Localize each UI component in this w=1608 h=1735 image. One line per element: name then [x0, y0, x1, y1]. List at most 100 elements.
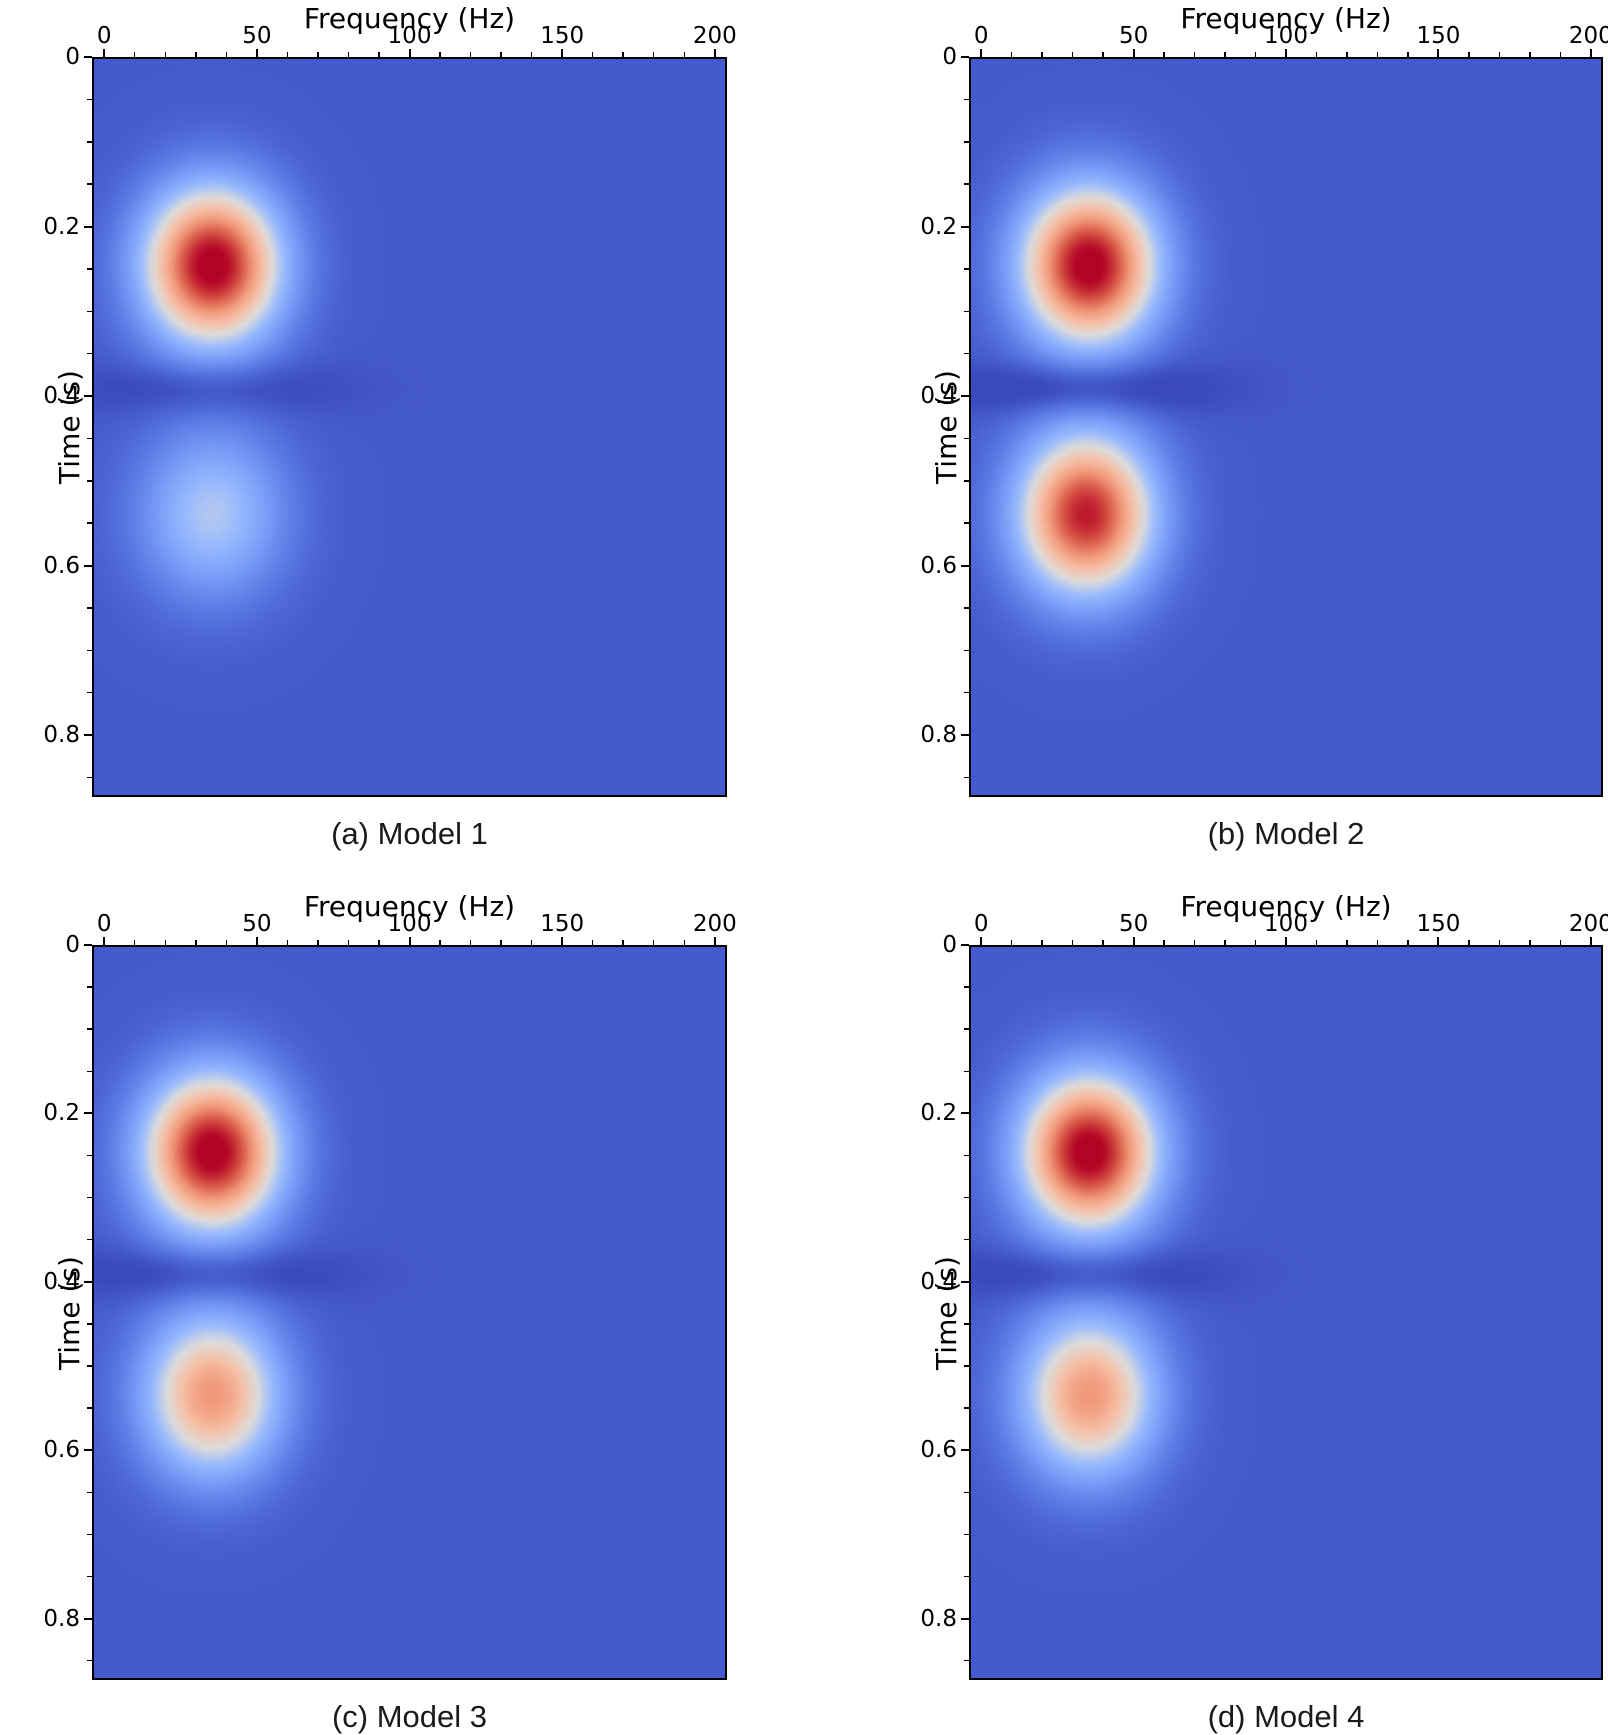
y-axis-title: Time (s)	[930, 1255, 963, 1370]
y-minor-tick	[964, 1028, 969, 1030]
x-major-tick	[1132, 49, 1135, 57]
x-minor-tick	[439, 940, 441, 945]
x-major-tick	[1437, 937, 1440, 945]
y-minor-tick	[964, 268, 969, 270]
x-minor-tick	[195, 52, 197, 57]
y-minor-tick	[87, 1365, 92, 1367]
y-minor-tick	[964, 183, 969, 185]
y-tick-label: 0.6	[43, 1437, 80, 1464]
x-minor-tick	[195, 940, 197, 945]
y-minor-tick	[87, 1575, 92, 1578]
x-major-tick	[408, 49, 411, 57]
x-minor-tick	[530, 940, 533, 945]
x-major-tick	[561, 49, 564, 57]
y-minor-tick	[964, 1533, 969, 1536]
x-minor-tick	[317, 52, 319, 57]
x-minor-tick	[469, 940, 472, 945]
x-minor-tick	[1224, 52, 1226, 57]
x-minor-tick	[1346, 52, 1348, 57]
x-minor-tick	[1102, 52, 1104, 57]
x-minor-tick	[286, 52, 289, 57]
x-minor-tick	[652, 940, 655, 945]
x-minor-tick	[1559, 52, 1562, 57]
y-minor-tick	[964, 98, 969, 101]
x-minor-tick	[1102, 940, 1104, 945]
x-minor-tick	[1041, 940, 1043, 945]
x-minor-tick	[164, 52, 167, 57]
x-minor-tick	[683, 940, 685, 945]
x-minor-tick	[500, 52, 502, 57]
x-major-tick	[1589, 49, 1592, 57]
y-minor-tick	[964, 691, 969, 694]
y-minor-tick	[87, 1533, 92, 1536]
x-minor-tick	[317, 940, 319, 945]
y-minor-tick	[964, 1491, 969, 1493]
x-minor-tick	[1193, 940, 1196, 945]
x-minor-tick	[1010, 52, 1013, 57]
y-major-tick	[961, 1617, 969, 1620]
y-major-tick	[84, 395, 92, 398]
x-minor-tick	[1498, 52, 1501, 57]
x-minor-tick	[1010, 940, 1013, 945]
x-major-tick	[103, 937, 106, 945]
y-minor-tick	[87, 1070, 92, 1073]
x-minor-tick	[1041, 52, 1043, 57]
y-major-tick	[961, 944, 969, 946]
panel-caption-c: (c) Model 3	[331, 1699, 488, 1734]
x-major-tick	[561, 937, 564, 945]
y-minor-tick	[87, 141, 92, 143]
x-major-tick	[713, 937, 716, 945]
x-minor-tick	[469, 52, 472, 57]
x-minor-tick	[652, 52, 655, 57]
y-major-tick	[84, 225, 92, 228]
x-minor-tick	[1254, 52, 1257, 57]
x-major-tick	[1285, 937, 1287, 945]
x-tick-label: 100	[387, 23, 432, 49]
y-minor-tick	[964, 310, 969, 313]
x-tick-label: 150	[1416, 911, 1461, 937]
y-major-tick	[961, 225, 969, 228]
y-tick-label: 0.4	[920, 383, 957, 410]
x-minor-tick	[1193, 52, 1196, 57]
y-tick-label: 0.4	[43, 1268, 80, 1295]
y-minor-tick	[87, 986, 92, 988]
x-tick-label: 50	[242, 911, 272, 937]
x-minor-tick	[1163, 52, 1165, 57]
y-minor-tick	[964, 1575, 969, 1578]
x-minor-tick	[378, 940, 380, 945]
x-tick-label: 100	[1264, 911, 1308, 937]
x-minor-tick	[1529, 940, 1531, 945]
y-major-tick	[961, 56, 969, 58]
y-major-tick	[84, 734, 92, 737]
y-tick-label: 0.2	[43, 213, 80, 240]
y-tick-label: 0	[65, 932, 80, 958]
x-axis-title: Frequency (Hz)	[1180, 2, 1392, 35]
x-tick-label: 0	[96, 23, 112, 49]
x-minor-tick	[530, 52, 533, 57]
y-tick-label: 0	[942, 44, 957, 70]
y-tick-label: 0.8	[920, 1605, 957, 1632]
y-minor-tick	[964, 437, 969, 440]
y-minor-tick	[964, 1238, 969, 1241]
heatmap-canvas-model-4	[971, 947, 1601, 1678]
y-minor-tick	[87, 352, 92, 355]
y-major-tick	[961, 1280, 969, 1283]
x-axis-title: Frequency (Hz)	[303, 890, 516, 923]
y-minor-tick	[964, 1154, 969, 1157]
x-tick-label: 200	[692, 911, 737, 937]
x-minor-tick	[1468, 52, 1470, 57]
x-tick-label: 100	[387, 911, 432, 937]
y-minor-tick	[87, 310, 92, 313]
y-major-tick	[961, 395, 969, 398]
x-tick-label: 0	[96, 911, 112, 937]
y-minor-tick	[964, 522, 969, 524]
y-minor-tick	[87, 1028, 92, 1030]
y-major-tick	[84, 1280, 92, 1283]
x-axis-title: Frequency (Hz)	[1180, 890, 1392, 923]
y-tick-label: 0.6	[43, 552, 80, 579]
y-tick-label: 0.6	[920, 552, 957, 579]
x-minor-tick	[133, 52, 136, 57]
y-tick-label: 0.4	[43, 383, 80, 410]
y-minor-tick	[87, 1323, 92, 1325]
x-minor-tick	[1071, 940, 1074, 945]
